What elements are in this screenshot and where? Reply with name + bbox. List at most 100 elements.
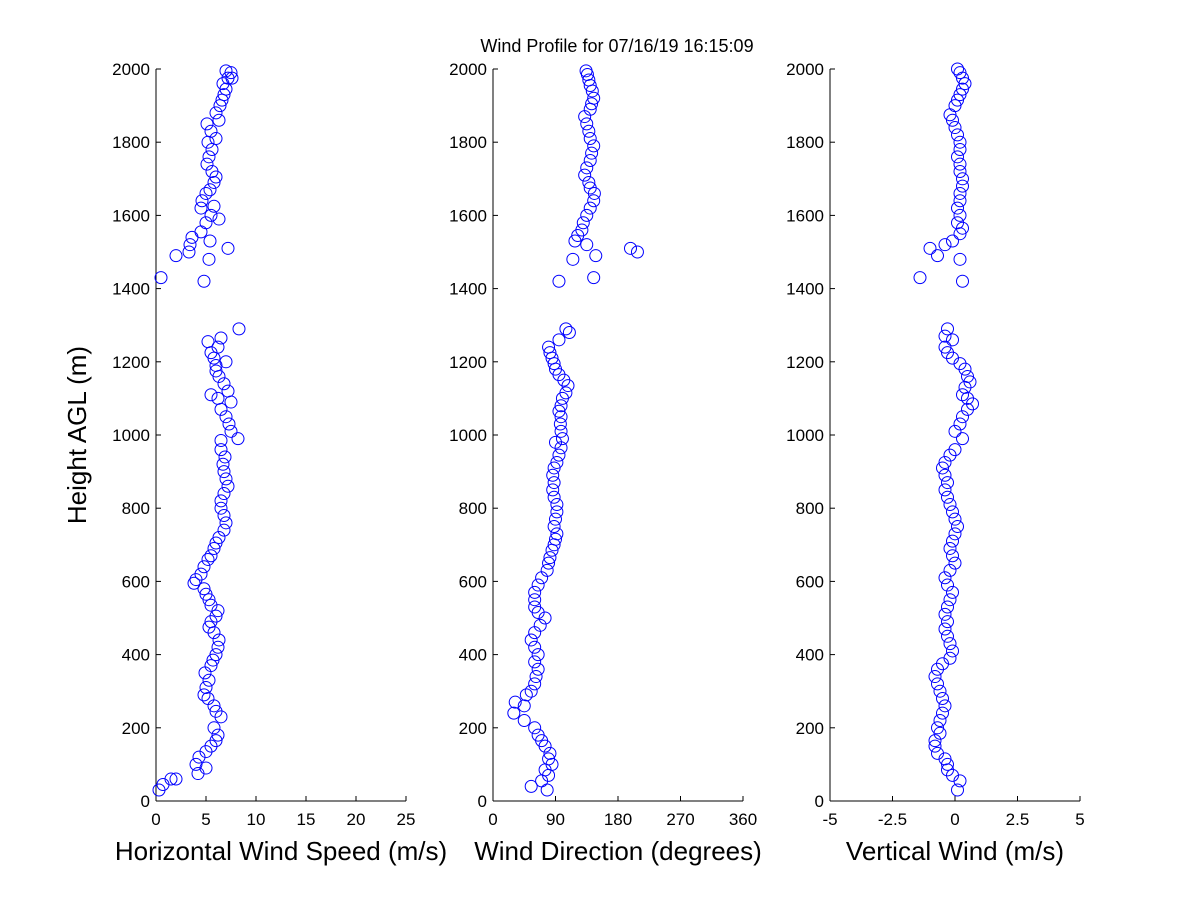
data-point <box>589 249 603 263</box>
chart-title: Wind Profile for 07/16/19 16:15:09 <box>480 36 753 56</box>
data-point <box>559 322 573 336</box>
data-point <box>938 238 952 252</box>
y-tick-label: 2000 <box>786 60 824 79</box>
data-point <box>931 677 944 691</box>
data-point <box>209 734 223 748</box>
data-point <box>528 677 542 691</box>
data-point <box>580 208 594 222</box>
y-tick-label: 1000 <box>449 426 487 445</box>
data-point <box>217 509 231 523</box>
data-point <box>948 527 962 541</box>
data-point <box>543 346 557 360</box>
data-point <box>951 216 964 230</box>
data-point <box>554 424 568 438</box>
y-tick-label: 1000 <box>112 426 150 445</box>
data-point <box>201 335 215 349</box>
data-point <box>207 175 221 189</box>
x-tick-label: 0 <box>950 810 959 829</box>
data-point <box>222 417 236 431</box>
data-point <box>948 556 962 570</box>
x-tick-label: 0 <box>151 810 160 829</box>
data-point <box>507 706 521 720</box>
data-point <box>936 692 949 706</box>
data-point <box>528 600 542 614</box>
data-point <box>533 618 547 632</box>
data-point <box>553 417 567 431</box>
data-point <box>549 435 562 449</box>
data-point <box>953 66 967 80</box>
data-point <box>207 541 221 555</box>
y-tick-label: 1800 <box>449 133 487 152</box>
data-point <box>547 520 561 533</box>
data-point <box>585 146 599 160</box>
data-point <box>209 704 223 718</box>
data-point <box>941 757 954 771</box>
data-point <box>938 340 952 354</box>
data-point <box>212 113 226 127</box>
data-point <box>961 369 974 383</box>
y-tick-label: 800 <box>796 499 824 518</box>
data-point <box>566 252 580 266</box>
x-tick-label: 90 <box>546 810 565 829</box>
data-point <box>582 73 596 87</box>
x-tick-label: 10 <box>247 810 266 829</box>
data-point <box>938 622 952 636</box>
data-point <box>199 761 213 775</box>
data-point <box>580 161 594 175</box>
data-point <box>587 271 601 285</box>
x-axis-label: Horizontal Wind Speed (m/s) <box>115 836 447 866</box>
data-point <box>219 64 233 78</box>
data-point <box>953 208 967 222</box>
data-point <box>928 739 942 753</box>
data-point <box>200 117 214 131</box>
data-point <box>199 681 213 695</box>
data-point <box>221 241 235 255</box>
data-point <box>519 688 533 702</box>
data-point <box>219 355 233 369</box>
data-point <box>199 587 213 601</box>
data-point <box>169 249 183 263</box>
data-point <box>549 512 562 526</box>
data-point <box>197 582 211 596</box>
data-point <box>531 728 545 742</box>
data-point <box>550 498 564 512</box>
data-point <box>204 549 218 563</box>
y-axis-label: Height AGL (m) <box>62 346 92 524</box>
data-point <box>204 208 218 222</box>
data-point <box>204 124 218 138</box>
data-point <box>953 252 967 266</box>
y-tick-label: 1200 <box>112 353 150 372</box>
data-point <box>207 199 221 213</box>
data-point <box>933 713 947 727</box>
x-tick-label: -2.5 <box>878 810 907 829</box>
data-point <box>549 532 562 546</box>
data-point <box>217 465 231 479</box>
x-tick-label: 5 <box>201 810 210 829</box>
data-point <box>217 487 231 501</box>
x-axis-label: Wind Direction (degrees) <box>474 836 762 866</box>
data-point <box>169 772 183 786</box>
data-point <box>550 505 564 519</box>
data-point <box>154 271 168 285</box>
y-tick-label: 0 <box>478 792 487 811</box>
data-point <box>587 139 601 153</box>
x-tick-label: -5 <box>822 810 837 829</box>
data-point <box>224 66 238 80</box>
data-point <box>946 585 959 599</box>
data-point <box>936 706 949 720</box>
data-point <box>550 455 564 469</box>
data-point <box>164 772 178 786</box>
y-tick-label: 2000 <box>449 60 487 79</box>
x-tick-label: 5 <box>1075 810 1084 829</box>
y-tick-label: 200 <box>459 719 487 738</box>
data-point <box>931 249 944 263</box>
data-point <box>218 450 232 464</box>
y-tick-label: 2000 <box>112 60 150 79</box>
data-point <box>194 201 208 215</box>
data-point <box>508 695 522 709</box>
data-point <box>624 241 637 255</box>
data-point <box>554 410 568 424</box>
